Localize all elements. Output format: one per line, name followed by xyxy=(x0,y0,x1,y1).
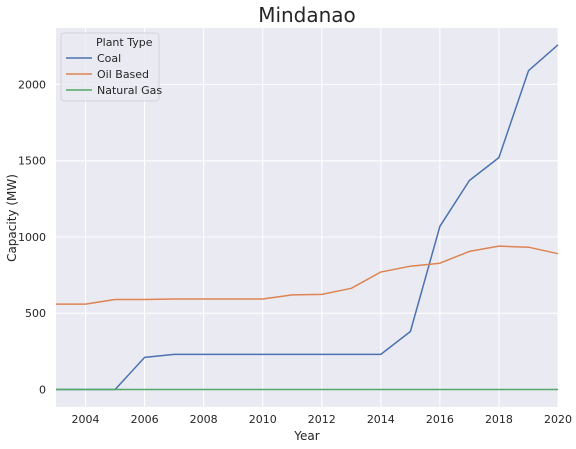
series-lines xyxy=(56,44,559,391)
legend-box xyxy=(60,32,160,102)
y-tick-label: 1500 xyxy=(18,155,46,168)
x-tick-label: 2014 xyxy=(367,413,395,426)
series-line-oil-based xyxy=(56,245,559,305)
legend: Plant Type Coal Oil Based Natural Gas xyxy=(60,32,162,102)
x-tick-label: 2006 xyxy=(131,413,159,426)
legend-label-oil-based: Oil Based xyxy=(97,68,149,81)
y-tick-label: 500 xyxy=(25,307,46,320)
legend-title: Plant Type xyxy=(96,36,153,49)
x-tick-label: 2008 xyxy=(190,413,218,426)
x-tick-label: 2018 xyxy=(485,413,513,426)
series-line-coal xyxy=(56,44,559,391)
legend-label-natural-gas: Natural Gas xyxy=(97,84,162,97)
legend-label-coal: Coal xyxy=(97,52,121,65)
x-tick-label: 2020 xyxy=(544,413,572,426)
y-axis-label: Capacity (MW) xyxy=(5,174,19,262)
x-tick-label: 2012 xyxy=(308,413,336,426)
x-tick-label: 2004 xyxy=(72,413,100,426)
y-tick-label: 2000 xyxy=(18,78,46,91)
x-axis-label: Year xyxy=(293,429,319,443)
chart-title: Mindanao xyxy=(258,3,356,27)
y-tick-label: 1000 xyxy=(18,231,46,244)
x-tick-label: 2016 xyxy=(426,413,454,426)
x-tick-label: 2010 xyxy=(249,413,277,426)
x-tick-labels: 2004 2006 2008 2010 2012 2014 2016 2018 2020 xyxy=(72,413,572,426)
y-tick-labels: 0 500 1000 1500 2000 xyxy=(18,78,46,396)
y-tick-label: 0 xyxy=(39,383,46,396)
